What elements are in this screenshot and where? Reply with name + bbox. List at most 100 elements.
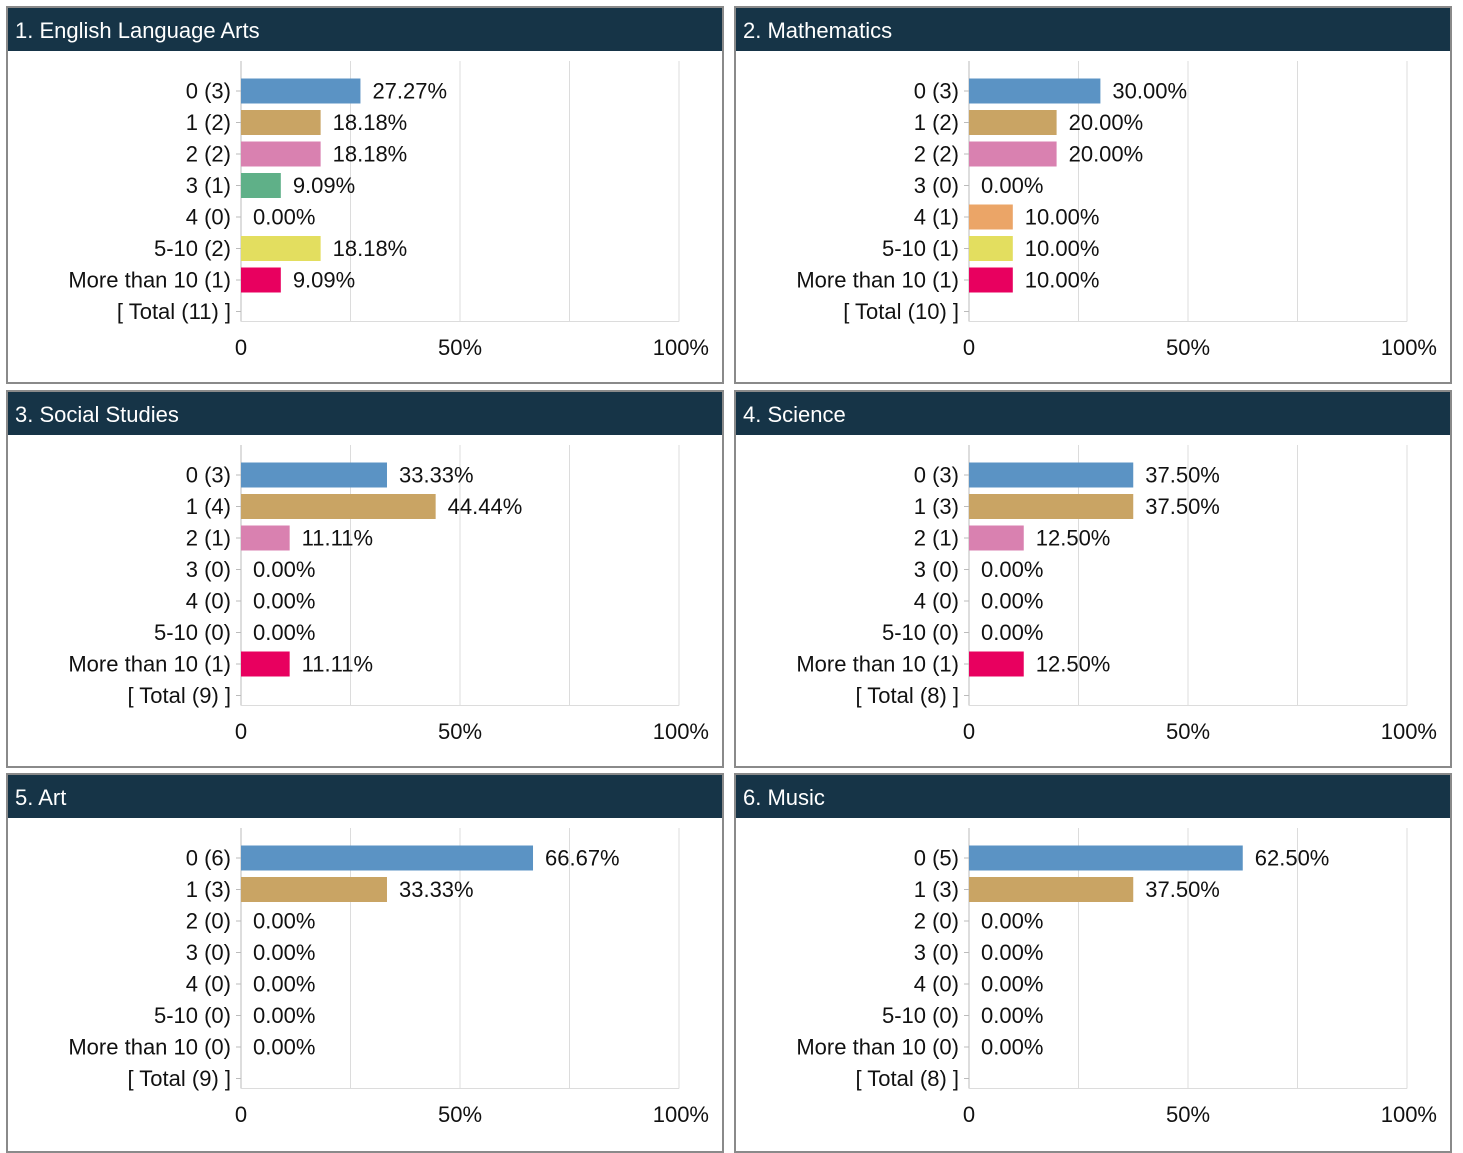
value-label: 10.00% <box>1025 205 1100 230</box>
bar <box>241 267 281 293</box>
x-tick-label: 50% <box>438 1102 482 1127</box>
category-label: More than 10 (0) <box>68 1035 231 1060</box>
bar <box>969 494 1134 519</box>
x-tick-label: 0 <box>963 1102 975 1127</box>
category-label: 2 (0) <box>186 909 231 934</box>
value-label: 9.09% <box>293 268 355 293</box>
chart-title: 5. Art <box>8 775 722 818</box>
value-label: 37.50% <box>1145 494 1220 519</box>
bar <box>241 236 321 261</box>
value-label: 66.67% <box>545 846 620 871</box>
chart-title: 1. English Language Arts <box>8 8 722 51</box>
bar <box>969 236 1013 261</box>
value-label: 9.09% <box>293 173 355 198</box>
x-tick-label: 100% <box>653 335 709 360</box>
category-label: 0 (3) <box>186 79 231 104</box>
category-label: [ Total (10) ] <box>843 299 959 324</box>
bar <box>241 845 534 871</box>
x-tick-label: 100% <box>653 1102 709 1127</box>
value-label: 0.00% <box>253 940 315 965</box>
category-label: More than 10 (1) <box>796 268 959 293</box>
category-label: More than 10 (1) <box>68 268 231 293</box>
category-label: [ Total (9) ] <box>127 1066 231 1091</box>
value-label: 20.00% <box>1069 142 1144 167</box>
value-label: 33.33% <box>399 463 474 488</box>
value-label: 11.11% <box>302 652 373 677</box>
x-tick-label: 0 <box>235 719 247 744</box>
category-label: 4 (1) <box>914 205 959 230</box>
x-tick-label: 100% <box>653 719 709 744</box>
bar <box>241 462 387 488</box>
value-label: 12.50% <box>1036 652 1111 677</box>
bar <box>241 877 387 902</box>
category-label: 5-10 (0) <box>882 1003 959 1028</box>
value-label: 0.00% <box>253 1003 315 1028</box>
x-tick-label: 50% <box>1166 1102 1210 1127</box>
bar <box>969 78 1101 104</box>
category-label: 5-10 (0) <box>882 620 959 645</box>
value-label: 10.00% <box>1025 236 1100 261</box>
chart: 0 50% 100% 0 (3) 30.00% 1 (2) 20.00% 2 (2) 20.00… <box>796 61 1437 360</box>
x-tick-label: 100% <box>1381 719 1437 744</box>
x-tick-label: 0 <box>963 335 975 360</box>
bar <box>241 651 290 677</box>
bar <box>241 173 281 198</box>
x-tick-label: 50% <box>1166 335 1210 360</box>
category-label: 3 (0) <box>914 940 959 965</box>
chart-title: 3. Social Studies <box>8 392 722 435</box>
bar <box>241 525 290 551</box>
value-label: 18.18% <box>333 236 408 261</box>
category-label: 2 (1) <box>186 526 231 551</box>
value-label: 0.00% <box>253 557 315 582</box>
value-label: 0.00% <box>981 1003 1043 1028</box>
category-label: More than 10 (0) <box>796 1035 959 1060</box>
value-label: 0.00% <box>253 620 315 645</box>
category-label: 0 (3) <box>914 79 959 104</box>
category-label: 1 (3) <box>914 494 959 519</box>
chart-panel: 2. Mathematics 0 50% 100% 0 (3) 30.00% 1 (2) 20… <box>734 6 1452 384</box>
category-label: 1 (4) <box>186 494 231 519</box>
category-label: 0 (5) <box>914 846 959 871</box>
x-tick-label: 0 <box>963 719 975 744</box>
category-label: 4 (0) <box>914 972 959 997</box>
category-label: 1 (3) <box>914 877 959 902</box>
x-tick-label: 50% <box>1166 719 1210 744</box>
value-label: 0.00% <box>981 1035 1043 1060</box>
value-label: 0.00% <box>253 1035 315 1060</box>
chart: 0 50% 100% 0 (3) 27.27% 1 (2) 18.18% 2 (2) 18.18… <box>68 61 709 360</box>
category-label: 4 (0) <box>914 589 959 614</box>
x-tick-label: 0 <box>235 1102 247 1127</box>
category-label: 3 (0) <box>914 557 959 582</box>
value-label: 12.50% <box>1036 526 1111 551</box>
value-label: 0.00% <box>981 589 1043 614</box>
chart-panel: 6. Music 0 50% 100% 0 (5) 62.50% 1 (3) 37.50% 2 … <box>734 773 1452 1153</box>
value-label: 0.00% <box>253 589 315 614</box>
category-label: 0 (3) <box>186 463 231 488</box>
category-label: 3 (0) <box>914 173 959 198</box>
category-label: 4 (0) <box>186 589 231 614</box>
bar <box>969 462 1134 488</box>
chart: 0 50% 100% 0 (5) 62.50% 1 (3) 37.50% 2 (0) 0.00%… <box>796 828 1437 1127</box>
chart-panel: 5. Art 0 50% 100% 0 (6) 66.67% 1 (3) 33.33% 2 (0… <box>6 773 724 1153</box>
value-label: 0.00% <box>981 173 1043 198</box>
bar <box>241 494 436 519</box>
category-label: 3 (0) <box>186 557 231 582</box>
value-label: 0.00% <box>981 940 1043 965</box>
category-label: [ Total (8) ] <box>855 1066 959 1091</box>
bar <box>969 204 1013 230</box>
chart: 0 50% 100% 0 (3) 33.33% 1 (4) 44.44% 2 (1) 11.11… <box>68 445 709 744</box>
x-tick-label: 50% <box>438 335 482 360</box>
chart-panel: 3. Social Studies 0 50% 100% 0 (3) 33.33% 1 (4… <box>6 390 724 768</box>
category-label: 1 (2) <box>914 110 959 135</box>
bar <box>241 141 321 167</box>
chart-title: 2. Mathematics <box>736 8 1450 51</box>
bar <box>969 267 1013 293</box>
chart: 0 50% 100% 0 (3) 37.50% 1 (3) 37.50% 2 (1) 12.50… <box>796 445 1437 744</box>
category-label: 0 (3) <box>914 463 959 488</box>
category-label: 3 (0) <box>186 940 231 965</box>
bar <box>969 651 1024 677</box>
category-label: 3 (1) <box>186 173 231 198</box>
bar <box>241 78 361 104</box>
chart-panel: 4. Science 0 50% 100% 0 (3) 37.50% 1 (3) 37.50%… <box>734 390 1452 768</box>
